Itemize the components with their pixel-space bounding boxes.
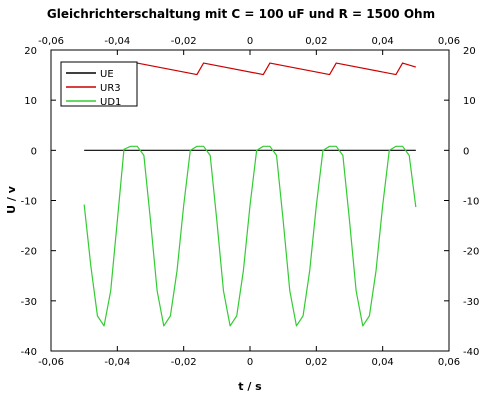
y-tick-label-right: -10 xyxy=(463,197,479,208)
legend: UE UR3 UD1 xyxy=(60,61,138,108)
legend-label-ur3: UR3 xyxy=(100,83,121,94)
chart-title: Gleichrichterschaltung mit C = 100 uF un… xyxy=(47,7,435,21)
y-tick-label-right: 10 xyxy=(463,96,476,107)
x-tick-label-top: 0,04 xyxy=(372,36,394,47)
x-tick-label-top: 0,06 xyxy=(438,36,460,47)
y-tick-label-right: -40 xyxy=(463,347,479,358)
x-tick-label-top: -0,02 xyxy=(171,36,197,47)
y-tick-label-right: -20 xyxy=(463,247,479,258)
x-tick-label-top: -0,04 xyxy=(104,36,130,47)
y-tick-label: -40 xyxy=(21,347,37,358)
x-tick-label-top: -0,06 xyxy=(38,36,64,47)
legend-box xyxy=(60,61,138,107)
series-line-ud1 xyxy=(83,145,417,327)
x-tick-label-top: 0,02 xyxy=(305,36,327,47)
x-tick-label-top: 0 xyxy=(247,36,253,47)
y-tick-label: 0 xyxy=(31,146,37,157)
y-tick-label: -20 xyxy=(21,247,37,258)
x-tick-label: 0 xyxy=(247,357,253,368)
x-tick-label: 0,04 xyxy=(372,357,394,368)
legend-label-ue: UE xyxy=(100,69,114,80)
y-tick-label: 10 xyxy=(24,96,37,107)
x-axis-label: t / s xyxy=(238,380,262,393)
x-tick-label: -0,06 xyxy=(38,357,64,368)
y-tick-label: -30 xyxy=(21,297,37,308)
axis-ticks: -0,06 -0,06 -0,04 -0,04 -0,02 -0,02 0 0 0,02 0,02… xyxy=(21,36,480,368)
y-tick-label: 20 xyxy=(24,46,37,57)
y-axis-label: U / v xyxy=(5,185,18,214)
x-tick-label: 0,02 xyxy=(305,357,327,368)
y-tick-label: -10 xyxy=(21,197,37,208)
y-tick-label-right: -30 xyxy=(463,297,479,308)
x-tick-label: -0,02 xyxy=(171,357,197,368)
y-tick-label-right: 0 xyxy=(463,146,469,157)
legend-label-ud1: UD1 xyxy=(100,97,121,108)
y-tick-label-right: 20 xyxy=(463,46,476,57)
x-tick-label: -0,04 xyxy=(104,357,130,368)
x-tick-label: 0,06 xyxy=(438,357,460,368)
